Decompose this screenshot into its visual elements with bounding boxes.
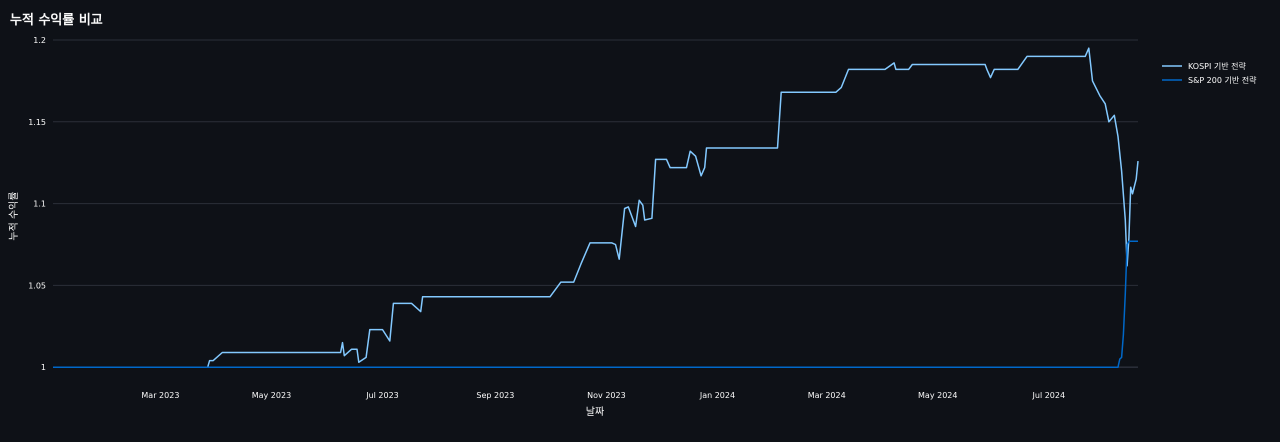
series-line-2	[53, 240, 1138, 368]
x-tick-label: Nov 2023	[587, 391, 626, 400]
x-tick-label: Jul 2023	[365, 391, 399, 400]
x-axis-title: 날짜	[586, 406, 604, 418]
y-tick-label: 1.05	[28, 281, 46, 290]
x-tick-label: Mar 2024	[808, 391, 846, 400]
x-axis-ticks: Mar 2023 May 2023 Jul 2023 Sep 2023 Nov 2023…	[141, 391, 1065, 400]
x-tick-label: May 2024	[918, 391, 957, 400]
y-axis-ticks: 1 1.05 1.1 1.15 1.2	[28, 36, 46, 372]
chart-title: 누적 수익률 비교	[10, 13, 103, 28]
series-lines	[53, 47, 1139, 368]
x-tick-label: Jul 2024	[1032, 391, 1066, 400]
y-tick-label: 1.15	[28, 118, 46, 127]
y-tick-label: 1.1	[33, 200, 46, 209]
y-tick-label: 1	[41, 363, 46, 372]
series-line-1	[53, 47, 1139, 368]
legend-label: KOSPI 기반 전략	[1188, 61, 1247, 71]
grid-lines	[53, 39, 1138, 368]
x-tick-label: Sep 2023	[476, 391, 514, 400]
legend-label: S&P 200 기반 전략	[1188, 75, 1257, 85]
x-tick-label: Mar 2023	[141, 391, 179, 400]
legend[interactable]: KOSPI 기반 전략 S&P 200 기반 전략	[1162, 61, 1257, 85]
x-tick-label: Jan 2024	[699, 391, 735, 400]
x-tick-label: May 2023	[252, 391, 291, 400]
y-axis-title: 누적 수익률	[8, 191, 20, 240]
y-tick-label: 1.2	[33, 36, 46, 45]
